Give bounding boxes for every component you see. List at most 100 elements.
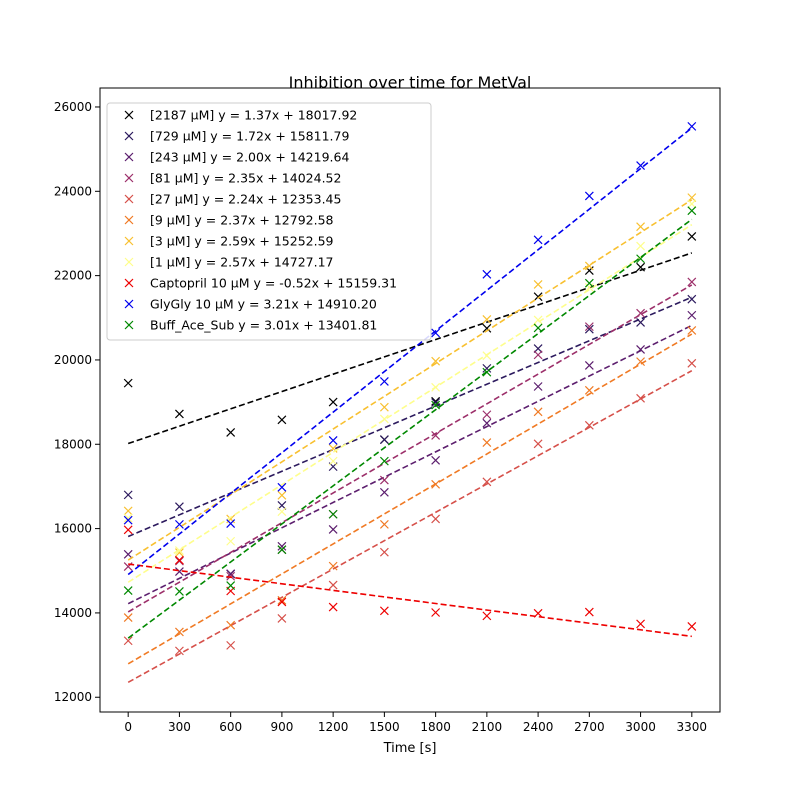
data-point [174, 502, 184, 512]
data-point [328, 456, 338, 466]
legend: [2187 µM] y = 1.37x + 18017.92 [729 µM] y… [106, 102, 432, 341]
legend-marker [124, 299, 134, 309]
data-point [277, 613, 287, 623]
legend-label: [243 µM] y = 2.00x + 14219.64 [150, 150, 349, 165]
data-point [533, 323, 543, 333]
x-tick-label: 2700 [574, 720, 605, 734]
x-axis-label: Time [s] [383, 741, 437, 756]
fit-line-5 [127, 333, 693, 665]
data-point [379, 547, 389, 557]
data-point [687, 121, 697, 131]
x-tick-label: 2400 [523, 720, 554, 734]
data-point [482, 410, 492, 420]
data-point [123, 636, 133, 646]
legend-label: [9 µM] y = 2.37x + 12792.58 [150, 213, 334, 228]
data-point [636, 254, 646, 264]
x-tick-label: 300 [168, 720, 191, 734]
data-point [226, 428, 236, 437]
data-point [123, 586, 133, 595]
plot-frame [99, 87, 721, 713]
legend-marker [124, 257, 134, 267]
data-point [379, 402, 389, 412]
legend-marker [124, 320, 134, 330]
data-point [123, 515, 133, 525]
fit-line-3 [127, 284, 693, 613]
data-point [277, 541, 287, 551]
legend-marker [124, 152, 134, 162]
data-point [174, 586, 184, 596]
data-point [482, 438, 492, 448]
data-point [431, 455, 441, 465]
data-point [533, 350, 543, 360]
data-point [584, 322, 594, 332]
data-point [277, 500, 287, 510]
legend-marker [124, 278, 134, 288]
data-point [123, 506, 133, 516]
data-point [379, 519, 389, 529]
data-point [687, 193, 697, 203]
data-point [277, 545, 287, 555]
legend-marker [124, 215, 134, 225]
data-point [687, 277, 697, 287]
x-tick-label: 1200 [318, 720, 349, 734]
data-point [226, 536, 236, 546]
y-tick-label: 26000 [54, 100, 92, 114]
data-point [379, 606, 389, 616]
data-point [328, 397, 338, 407]
data-point [636, 308, 646, 318]
data-point [533, 280, 543, 289]
series-7 [123, 199, 697, 583]
data-point [636, 344, 646, 354]
data-point [277, 415, 287, 425]
data-point [174, 567, 184, 577]
series-1 [123, 294, 697, 579]
data-point [482, 351, 492, 361]
data-point [226, 519, 236, 528]
data-point [482, 269, 492, 279]
data-point [328, 436, 338, 445]
legend-label: [81 µM] y = 2.35x + 14024.52 [150, 171, 341, 186]
data-point [533, 407, 543, 417]
fit-line-4 [127, 369, 693, 684]
data-point [533, 344, 543, 353]
data-point [431, 514, 441, 524]
x-axis: 0 300 600 900 1200 1500 1800 2100 2400 2700 3000 33… [124, 712, 707, 734]
data-point [584, 420, 594, 430]
fit-line-1 [127, 296, 693, 538]
data-point [687, 358, 697, 368]
data-point [687, 199, 697, 209]
y-axis: 12000 14000 16000 18000 20000 22000 24000 26000 [54, 100, 100, 704]
data-point [123, 613, 133, 622]
data-point [174, 646, 184, 656]
y-tick-label: 16000 [54, 522, 92, 536]
data-point [431, 396, 441, 406]
data-point [584, 191, 594, 201]
data-point [174, 519, 184, 529]
data-point [636, 222, 646, 232]
data-point [431, 382, 441, 392]
x-tick-label: 900 [270, 720, 293, 734]
data-point [174, 409, 184, 419]
data-point [482, 363, 492, 373]
data-point [687, 326, 697, 335]
data-point [277, 507, 287, 517]
data-point [584, 385, 594, 395]
data-point [687, 621, 697, 631]
legend-marker [124, 131, 134, 141]
chart-title: Inhibition over time for MetVal [289, 73, 532, 92]
data-point [226, 640, 236, 650]
data-point [379, 435, 389, 445]
legend-label: [27 µM] y = 2.24x + 12353.45 [150, 192, 341, 207]
data-point [533, 608, 543, 618]
data-point [123, 513, 133, 523]
data-point [431, 398, 441, 407]
data-point [174, 627, 184, 637]
data-point [226, 581, 236, 590]
y-tick-label: 14000 [54, 606, 92, 620]
data-point [123, 490, 133, 500]
data-point [277, 597, 287, 607]
data-point [687, 231, 697, 241]
data-point [226, 620, 236, 630]
data-point [482, 315, 492, 324]
data-point [431, 608, 441, 617]
